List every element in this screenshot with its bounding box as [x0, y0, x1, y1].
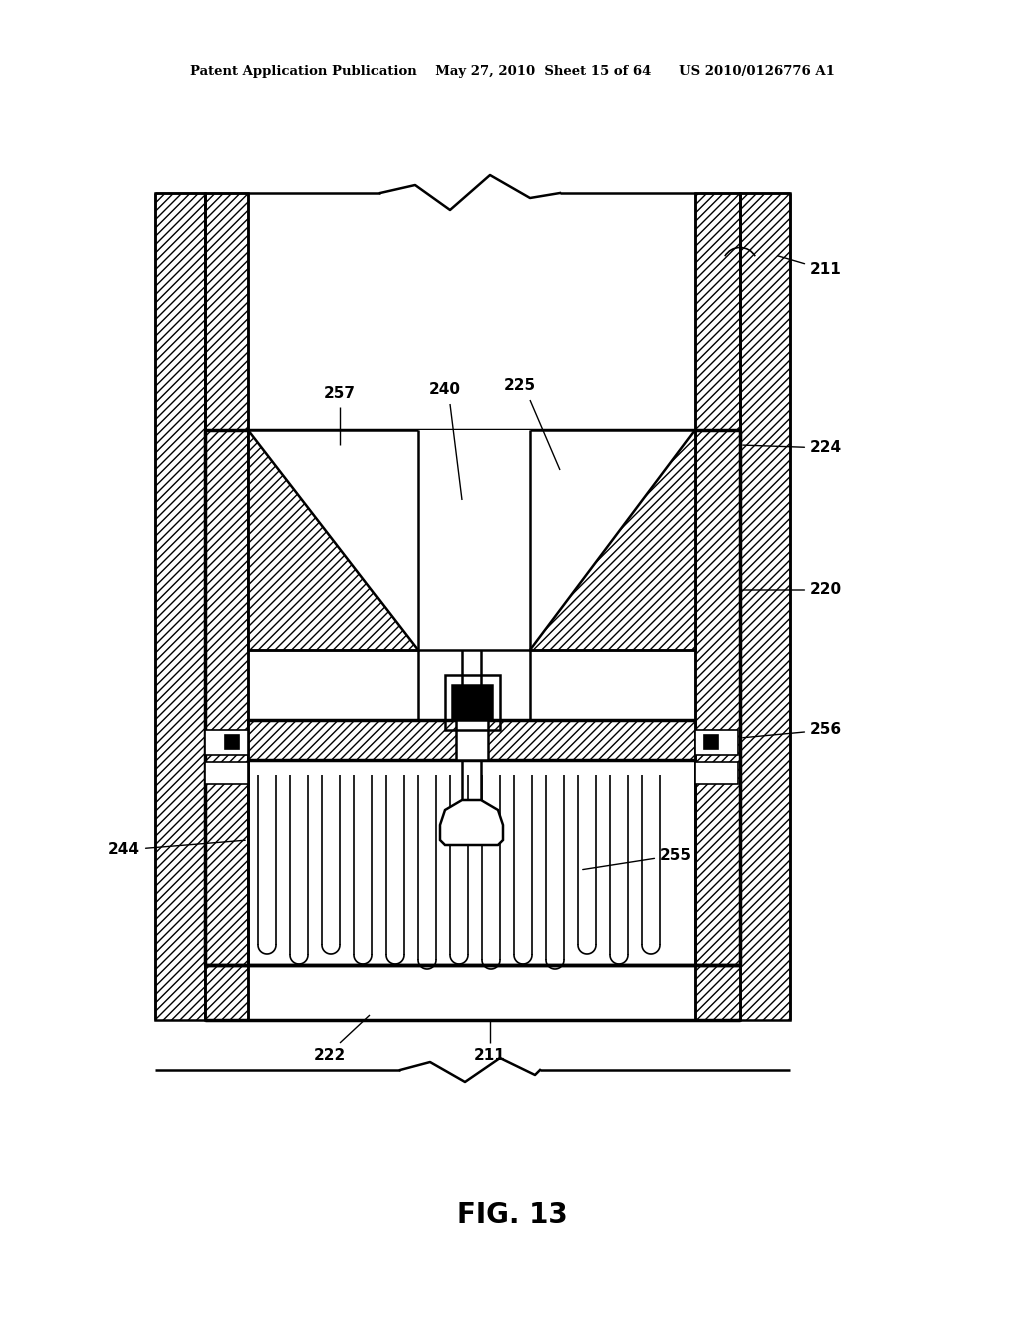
Bar	[695, 762, 738, 784]
Polygon shape	[248, 430, 418, 649]
Bar	[225, 735, 239, 748]
Polygon shape	[248, 719, 695, 760]
Polygon shape	[440, 800, 503, 845]
Text: 225: 225	[504, 378, 536, 392]
Bar	[445, 675, 500, 730]
Bar	[452, 685, 492, 718]
Text: 244: 244	[108, 841, 245, 858]
Bar	[705, 735, 718, 748]
Text: 211: 211	[777, 256, 842, 277]
Polygon shape	[205, 430, 248, 965]
Text: 224: 224	[742, 441, 842, 455]
Text: 255: 255	[583, 847, 692, 870]
Polygon shape	[248, 430, 695, 649]
Polygon shape	[530, 430, 695, 649]
Bar	[456, 719, 488, 760]
Text: 222: 222	[314, 1048, 346, 1063]
Polygon shape	[695, 965, 740, 1020]
Text: FIG. 13: FIG. 13	[457, 1201, 567, 1229]
Text: 211: 211	[474, 1048, 506, 1063]
Bar	[205, 730, 248, 755]
Bar	[695, 730, 738, 755]
Polygon shape	[155, 193, 205, 1020]
Polygon shape	[695, 193, 740, 430]
Text: 257: 257	[324, 385, 356, 400]
Polygon shape	[695, 430, 740, 965]
Text: 240: 240	[429, 383, 461, 397]
Text: Patent Application Publication    May 27, 2010  Sheet 15 of 64      US 2010/0126: Patent Application Publication May 27, 2…	[189, 66, 835, 78]
Polygon shape	[205, 965, 248, 1020]
Text: 220: 220	[742, 582, 842, 598]
Bar	[205, 762, 248, 784]
Polygon shape	[740, 193, 790, 1020]
Polygon shape	[205, 193, 248, 430]
Text: 256: 256	[742, 722, 842, 738]
